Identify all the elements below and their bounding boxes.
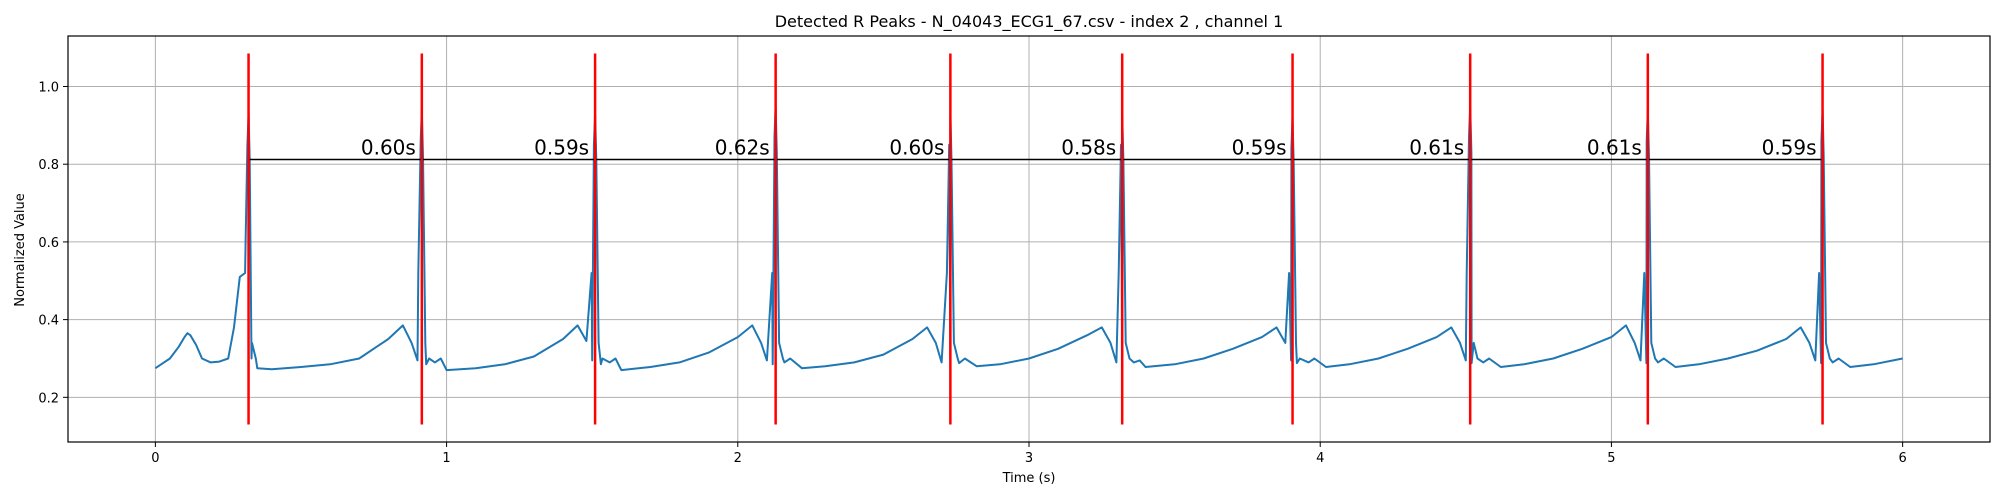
rr-interval-label-3: 0.60s [889,136,944,160]
x-tick-label-3: 3 [1025,451,1033,466]
y-tick-label-3: 0.8 [38,158,59,173]
chart-title: Detected R Peaks - N_04043_ECG1_67.csv -… [775,12,1284,32]
rr-interval-label-4: 0.58s [1061,136,1116,160]
y-tick-label-4: 1.0 [38,81,59,96]
rr-interval-label-2: 0.62s [715,136,770,160]
y-axis-label: Normalized Value [13,193,28,307]
rr-interval-label-6: 0.61s [1409,136,1464,160]
rr-interval-label-5: 0.59s [1232,136,1287,160]
x-tick-label-1: 1 [442,451,450,466]
rr-interval-label-1: 0.59s [534,136,589,160]
x-tick-label-4: 4 [1316,451,1324,466]
x-tick-label-0: 0 [151,451,159,466]
rr-interval-label-8: 0.59s [1762,136,1817,160]
y-tick-label-1: 0.4 [38,314,59,329]
rr-interval-label-7: 0.61s [1587,136,1642,160]
rr-interval-label-0: 0.60s [361,136,416,160]
ecg-signal-line [154,104,1903,372]
y-tick-label-2: 0.6 [38,236,59,251]
x-tick-label-2: 2 [734,451,742,466]
y-tick-label-0: 0.2 [38,391,59,406]
x-tick-label-6: 6 [1898,451,1906,466]
x-axis-label: Time (s) [1002,471,1056,486]
x-tick-label-5: 5 [1607,451,1615,466]
plot-area: 0.60s 0.59s 0.62s 0.60s 0.58s 0.59s 0.61s 0.61s… [38,35,1991,466]
